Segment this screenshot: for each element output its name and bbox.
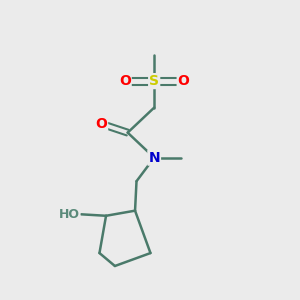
Text: O: O [119, 74, 131, 88]
Text: S: S [149, 74, 159, 88]
Text: HO: HO [58, 208, 80, 221]
Text: O: O [95, 117, 107, 131]
Text: N: N [148, 151, 160, 165]
Text: O: O [178, 74, 190, 88]
